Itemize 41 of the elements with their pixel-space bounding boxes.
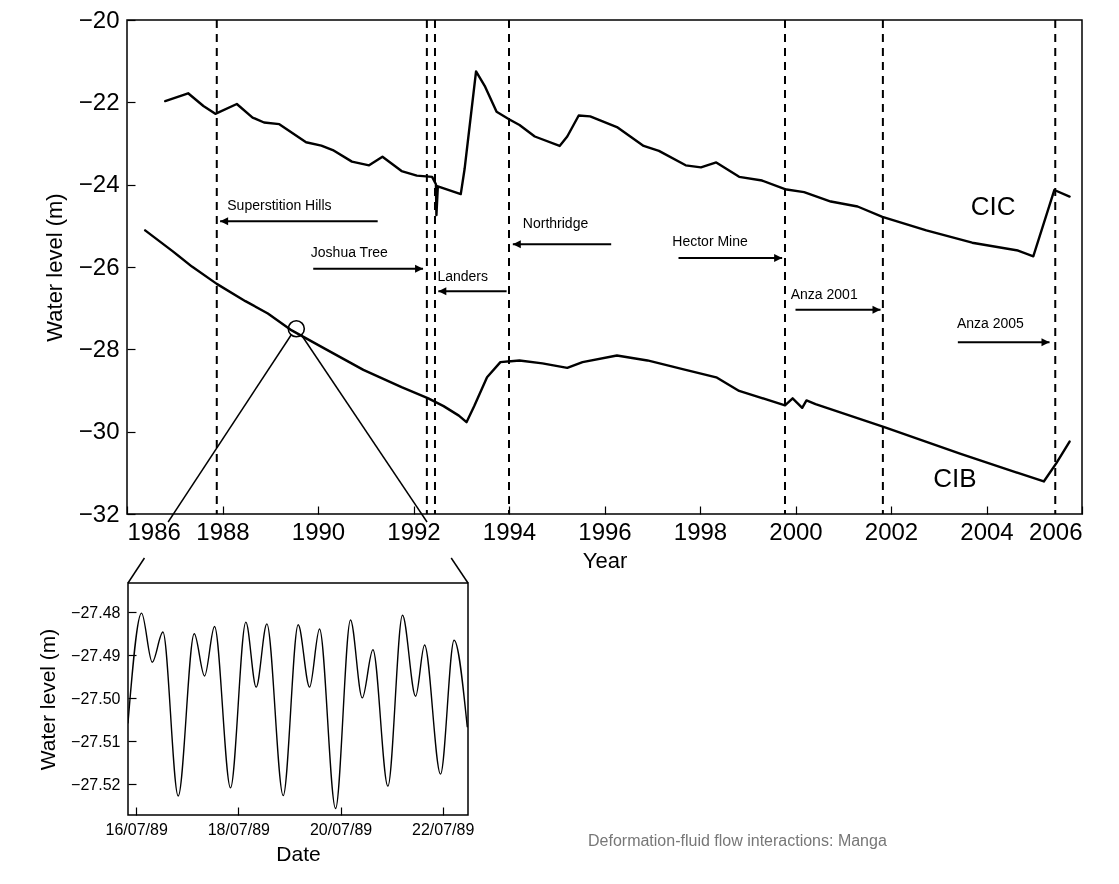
y-tick-label: −27.49 [71, 646, 121, 664]
ref-line-label: Joshua Tree [310, 244, 389, 261]
x-tick-label: 1996 [578, 517, 632, 545]
x-axis-title: Year [582, 547, 628, 573]
ref-line-label: Superstition Hills [227, 197, 332, 214]
y-tick-label: −30 [78, 417, 120, 445]
y-tick-label: −27.52 [71, 775, 121, 793]
y-tick-label: −32 [78, 499, 120, 527]
y-tick-label: −20 [78, 5, 120, 33]
y-axis-title: Water level (m) [41, 193, 67, 342]
y-tick-label: −28 [78, 334, 120, 362]
x-tick-label: 20/07/89 [309, 820, 373, 838]
ref-line-label: Anza 2001 [790, 285, 858, 302]
text: Deformation-fluid flow interactions: Manga [588, 832, 887, 850]
x-tick-label: 1988 [196, 517, 250, 545]
x-tick-label: 22/07/89 [412, 820, 475, 838]
x-tick-label: 1992 [387, 517, 441, 545]
series-label: CIC [970, 191, 1016, 222]
x-tick-label: 2006 [1029, 517, 1083, 545]
y-axis-title: Water level (m) [36, 628, 60, 771]
y-tick-label: −27.51 [71, 732, 121, 750]
x-axis-title: Date [276, 841, 321, 865]
ref-line-label: Northridge [522, 214, 589, 231]
y-tick-label: −27.50 [71, 689, 121, 707]
x-tick-label: 16/07/89 [105, 820, 168, 838]
y-tick-label: −27.48 [71, 603, 121, 621]
x-tick-label: 18/07/89 [207, 820, 271, 838]
ref-line-label: Anza 2005 [956, 314, 1025, 331]
x-tick-label: 1990 [291, 517, 346, 545]
series-label: CIB [933, 462, 977, 493]
ref-line-label: Hector Mine [672, 232, 748, 249]
x-tick-label: 1994 [482, 517, 537, 545]
x-tick-label: 2000 [769, 517, 823, 545]
x-tick-label: 2002 [864, 517, 919, 545]
y-tick-label: −24 [78, 170, 120, 198]
x-tick-label: 1998 [673, 517, 728, 545]
ref-line-label: Landers [437, 267, 488, 284]
y-tick-label: −26 [78, 252, 120, 280]
x-tick-label: 1986 [127, 517, 181, 545]
x-tick-label: 2004 [960, 517, 1014, 545]
y-tick-label: −22 [78, 87, 120, 115]
